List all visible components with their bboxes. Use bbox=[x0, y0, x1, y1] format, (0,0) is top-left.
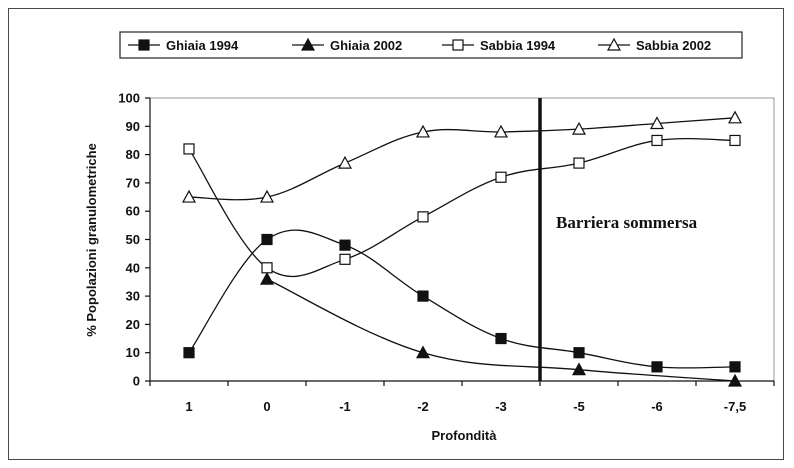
y-tick-label: 80 bbox=[126, 147, 140, 162]
data-point bbox=[495, 171, 507, 183]
data-point bbox=[183, 347, 195, 359]
data-point bbox=[337, 155, 353, 169]
data-point bbox=[571, 121, 587, 135]
data-point bbox=[261, 233, 273, 246]
x-ticks: 1 0 -1 -2 -3 -5 -6 -7,5 bbox=[149, 381, 775, 414]
legend-label: Sabbia 2002 bbox=[636, 38, 711, 53]
data-point bbox=[415, 345, 431, 359]
series-ghiaia-1994 bbox=[183, 229, 741, 373]
barrier-annotation: Barriera sommersa bbox=[556, 213, 698, 232]
series-sabbia-1994 bbox=[183, 134, 741, 278]
x-axis-title: Profondità bbox=[432, 428, 498, 443]
series-line bbox=[266, 278, 736, 382]
data-point bbox=[729, 361, 741, 373]
x-tick-label: 1 bbox=[185, 399, 192, 414]
x-tick-label: -6 bbox=[651, 399, 663, 414]
data-point bbox=[727, 110, 743, 124]
data-point bbox=[417, 211, 429, 223]
legend-box bbox=[119, 31, 743, 59]
data-point bbox=[649, 116, 665, 130]
y-tick-label: 70 bbox=[126, 175, 140, 190]
x-tick-label: -5 bbox=[573, 399, 585, 414]
data-point bbox=[493, 124, 509, 138]
legend-marker bbox=[138, 39, 150, 51]
data-point bbox=[415, 124, 431, 138]
data-point bbox=[417, 290, 429, 302]
legend-label: Sabbia 1994 bbox=[480, 38, 556, 53]
y-tick-label: 20 bbox=[126, 317, 140, 332]
data-point bbox=[573, 157, 585, 169]
y-tick-label: 0 bbox=[133, 374, 140, 389]
series-layer bbox=[181, 110, 743, 387]
data-point bbox=[261, 262, 273, 274]
y-tick-label: 40 bbox=[126, 260, 140, 275]
y-tick-label: 90 bbox=[126, 119, 140, 134]
data-point bbox=[571, 362, 587, 376]
data-point bbox=[651, 134, 663, 147]
data-point bbox=[495, 332, 507, 345]
legend-label: Ghiaia 1994 bbox=[166, 38, 239, 53]
x-tick-label: 0 bbox=[263, 399, 270, 414]
data-point bbox=[727, 373, 743, 387]
data-point bbox=[259, 189, 275, 203]
legend-marker bbox=[606, 37, 622, 51]
legend-item: Ghiaia 1994 bbox=[128, 38, 239, 53]
legend: Ghiaia 1994 Ghiaia 2002 Sabbia 1994 Sabbia … bbox=[119, 31, 743, 59]
data-point bbox=[573, 347, 585, 359]
y-tick-label: 30 bbox=[126, 289, 140, 304]
x-tick-label: -7,5 bbox=[724, 399, 746, 414]
legend-marker bbox=[452, 39, 464, 51]
legend-item: Ghiaia 2002 bbox=[292, 37, 402, 53]
data-point bbox=[183, 143, 195, 155]
y-tick-label: 100 bbox=[118, 91, 140, 106]
y-tick-label: 60 bbox=[126, 204, 140, 219]
series-sabbia-2002 bbox=[181, 110, 743, 203]
x-tick-label: -2 bbox=[417, 399, 429, 414]
y-tick-label: 50 bbox=[126, 232, 140, 247]
data-point bbox=[729, 134, 741, 147]
y-axis-title: % Popolazioni granulometriche bbox=[84, 143, 99, 337]
data-point bbox=[339, 239, 351, 251]
series-line bbox=[188, 117, 736, 201]
legend-marker bbox=[300, 37, 316, 51]
data-point bbox=[339, 253, 351, 265]
legend-label: Ghiaia 2002 bbox=[330, 38, 402, 53]
x-tick-label: -1 bbox=[339, 399, 351, 414]
plot-area bbox=[149, 97, 775, 382]
data-point bbox=[259, 271, 275, 285]
legend-item: Sabbia 1994 bbox=[442, 38, 556, 53]
legend-item: Sabbia 2002 bbox=[598, 37, 711, 53]
series-ghiaia-2002 bbox=[259, 271, 743, 387]
y-tick-label: 10 bbox=[126, 345, 140, 360]
data-point bbox=[181, 189, 197, 203]
y-ticks: 0 10 20 30 40 50 60 70 80 90 100 bbox=[118, 91, 150, 389]
data-point bbox=[651, 361, 663, 373]
x-tick-label: -3 bbox=[495, 399, 507, 414]
